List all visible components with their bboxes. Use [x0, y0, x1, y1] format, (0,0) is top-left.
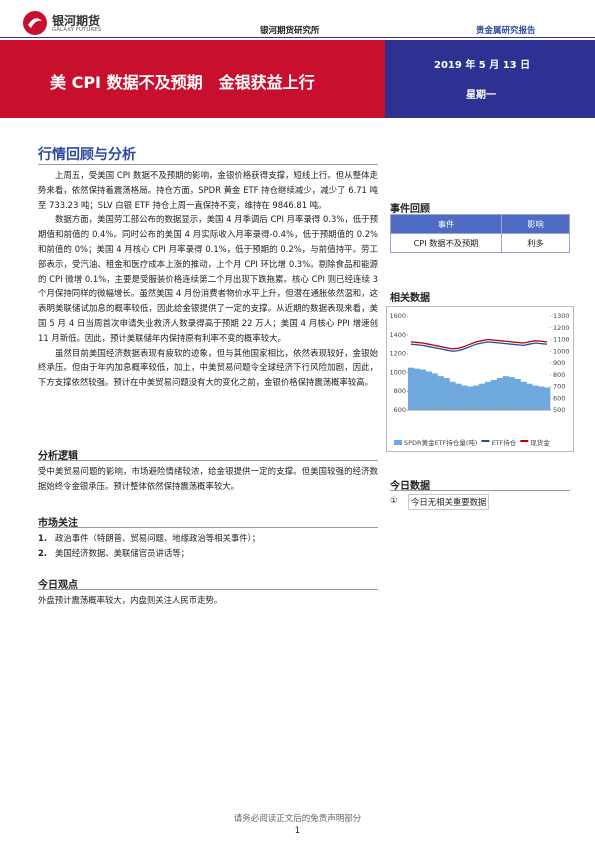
main-heading: 行情回顾与分析 [38, 147, 136, 163]
logo-en: GALAXY FUTURES [52, 27, 102, 33]
report-type: 贵金属研究报告 [476, 26, 536, 36]
area-slice [437, 376, 444, 410]
rule [38, 527, 378, 528]
area-slice [538, 386, 545, 410]
section-heading: 分析逻辑 [38, 451, 78, 462]
area-slice [443, 378, 450, 410]
y2-tick-label: 1200 [553, 324, 570, 332]
area-slice [467, 386, 474, 410]
area-slice [526, 383, 533, 410]
area-slice [425, 371, 432, 410]
today-text: 今日无相关重要数据 [408, 494, 490, 510]
y2-tick-label: 500 [553, 406, 565, 414]
logo-icon [23, 11, 47, 35]
area-slice [502, 376, 509, 410]
table-header: 影响 [500, 214, 571, 234]
side-heading: 事件回顾 [390, 204, 430, 215]
y-tick-label: 600 [394, 406, 406, 414]
item-num: 1. [38, 533, 48, 543]
area-slice [508, 377, 515, 410]
area-slice [544, 387, 551, 410]
page-number: 1 [294, 826, 301, 836]
area-slice [479, 383, 486, 410]
y2-tick-label: 1000 [553, 347, 570, 355]
rule [38, 589, 378, 590]
area-slice [455, 383, 462, 410]
legend-label: ETF持仓 [491, 438, 516, 447]
institute: 银河期货研究所 [260, 26, 320, 36]
banner-right [385, 40, 595, 118]
side-heading: 相关数据 [390, 293, 430, 304]
focus-list: 1. 政治事件（特朗普、贸易问题、地缘政治等相关事件）； 2. 美国经济数据、美联储… [38, 531, 260, 561]
y-tick-label: 1600 [389, 312, 406, 320]
legend-label: 现货金 [530, 438, 550, 447]
today-marker: ① [390, 495, 398, 505]
chart: 600 800 1000 1200 1400 1600 500 600 700 800 900 100… [386, 306, 574, 452]
item-num: 2. [38, 548, 48, 558]
y2-tick-label: 600 [553, 394, 565, 402]
y2-tick-label: 800 [553, 371, 565, 379]
item-text: 美国经济数据、美联储官员讲话等； [55, 548, 189, 558]
y-tick-label: 1200 [389, 350, 406, 358]
logo: 银河期货 GALAXY FUTURES [22, 10, 122, 38]
area-slice [490, 379, 498, 410]
rule [390, 490, 570, 491]
banner-weekday: 星期一 [466, 90, 496, 101]
area-slice [532, 385, 539, 410]
item-text: 政治事件（特朗普、贸易问题、地缘政治等相关事件）； [55, 533, 261, 543]
banner-left [0, 40, 385, 118]
disclaimer: 请务必阅读正文后的免责声明部分 [233, 814, 362, 824]
area-slice [461, 385, 468, 410]
y2-tick-label: 900 [553, 359, 565, 367]
paragraph: 上周五，受美国 CPI 数据不及预期的影响，金银价格获得支撑，短线上行。但从整体… [38, 170, 378, 210]
rule [38, 164, 378, 165]
banner-date: 2019 年 5 月 13 日 [434, 60, 531, 71]
legend-swatch [520, 440, 529, 442]
y-tick-label: 800 [394, 387, 406, 395]
table-cell: CPI 数据不及预期 [390, 233, 502, 253]
section-heading: 市场关注 [38, 518, 78, 529]
area-slice [449, 381, 456, 410]
area-slice [408, 367, 415, 410]
analysis-text: 受中美贸易问题的影响，市场避险情绪较浓，给金银提供一定的支撑。但美国较强的经济数… [38, 466, 378, 491]
side-heading: 今日数据 [390, 481, 430, 492]
area-slice [520, 381, 527, 410]
area-slice [473, 385, 480, 410]
banner-title: 美 CPI 数据不及预期 金银获益上行 [50, 73, 315, 92]
rule [38, 460, 378, 461]
y-tick-label: 1000 [389, 368, 406, 376]
series-line [410, 341, 548, 352]
logo-cn: 银河期货 [52, 14, 101, 28]
paragraph: 数据方面，美国劳工部公布的数据显示，美国 4 月季调后 CPI 月率录得 0.3… [38, 214, 378, 343]
table-cell: 利多 [500, 233, 571, 253]
area-slice [496, 378, 503, 410]
legend-label: SPDR黄金ETF持仓量(吨) [404, 438, 477, 447]
y2-tick-label: 1300 [553, 312, 570, 320]
section-heading: 今日观点 [38, 580, 78, 591]
area-slice [419, 369, 427, 410]
area-slice [431, 373, 438, 410]
y2-tick-label: 1100 [553, 336, 570, 344]
main-body: 上周五，受美国 CPI 数据不及预期的影响，金银价格获得支撑，短线上行。但从整体… [38, 168, 378, 390]
list-item: 1. 政治事件（特朗普、贸易问题、地缘政治等相关事件）； [38, 531, 260, 546]
view-text: 外盘预计震荡概率较大，内盘则关注人民币走势。 [38, 595, 223, 605]
series-line [410, 338, 548, 350]
area-slice [413, 368, 421, 410]
y2-tick-label: 700 [553, 383, 565, 391]
legend-swatch [394, 440, 402, 445]
area-slice [484, 381, 492, 410]
events-table: 事件 影响 CPI 数据不及预期 利多 [390, 214, 571, 253]
paragraph: 虽然目前美国经济数据表现有疲软的迹象，但与其他国家相比，依然表现较好，金银始终承… [38, 347, 378, 388]
y-tick-label: 1400 [389, 331, 406, 339]
table-header: 事件 [390, 214, 502, 234]
legend-swatch [481, 440, 490, 442]
header-rule [0, 37, 595, 38]
area-slice [514, 378, 521, 410]
list-item: 2. 美国经济数据、美联储官员讲话等； [38, 546, 260, 561]
